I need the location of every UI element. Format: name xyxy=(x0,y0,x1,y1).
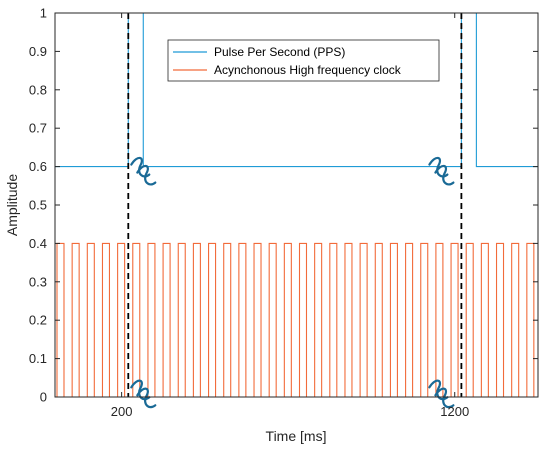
break-mark-0 xyxy=(130,156,157,186)
x-tick-label: 1200 xyxy=(440,404,469,419)
y-tick-label: 1 xyxy=(40,6,47,21)
break-mark-2 xyxy=(130,379,157,409)
legend-box xyxy=(167,39,440,82)
legend-label-pps: Pulse Per Second (PPS) xyxy=(214,45,345,59)
x-tick-label: 200 xyxy=(111,404,133,419)
y-tick-label: 0 xyxy=(40,390,47,405)
legend-label-clock: Acynchonous High frequency clock xyxy=(214,63,402,77)
y-tick-label: 0.6 xyxy=(29,159,47,174)
y-tick-label: 0.4 xyxy=(29,236,47,251)
y-tick-label: 0.5 xyxy=(29,198,47,213)
y-axis-label: Amplitude xyxy=(4,174,20,236)
y-tick-label: 0.3 xyxy=(29,274,47,289)
break-mark-1 xyxy=(428,156,455,186)
x-axis-label: Time [ms] xyxy=(266,428,327,444)
series-line-pps xyxy=(55,12,538,168)
y-tick-label: 0.1 xyxy=(29,351,47,366)
y-tick-label: 0.7 xyxy=(29,121,47,136)
y-tick-label: 0.9 xyxy=(29,44,47,59)
annotation-layer xyxy=(127,13,463,409)
break-mark-3 xyxy=(428,379,455,409)
legend: Pulse Per Second (PPS) Acynchonous High … xyxy=(167,39,440,82)
y-tick-label: 0.2 xyxy=(29,313,47,328)
y-tick-label: 0.8 xyxy=(29,82,47,97)
